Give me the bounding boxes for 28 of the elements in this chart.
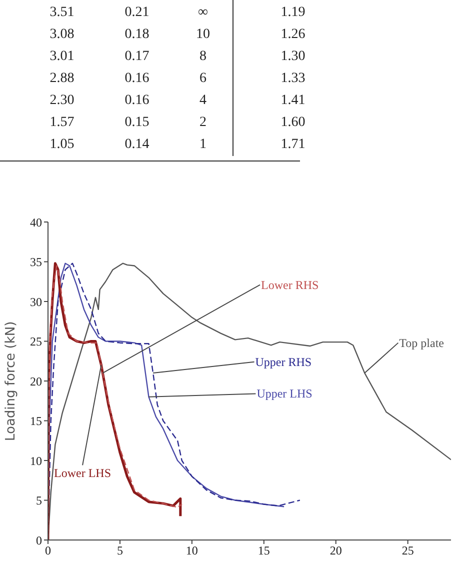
text: 3.08 0.18 10 1.26 xyxy=(50,27,306,42)
text: Top plate xyxy=(399,336,444,350)
text: 1.05 0.14 1 1.71 xyxy=(50,137,306,152)
x-tick-label: 5 xyxy=(116,544,123,558)
y-tick-label: 20 xyxy=(30,374,42,388)
y-tick-label: 10 xyxy=(30,454,42,468)
series-label: Lower LHS xyxy=(54,466,112,480)
x-tick-label: 15 xyxy=(258,544,270,558)
text: Lower RHS xyxy=(261,278,319,292)
text: 1.57 0.15 2 1.60 xyxy=(50,115,306,130)
x-tick-label: 10 xyxy=(186,544,198,558)
x-tick-label: 25 xyxy=(402,544,414,558)
y-tick-label: 35 xyxy=(30,255,42,270)
text: 2.30 0.16 4 1.41 xyxy=(50,93,306,108)
y-tick-label: 15 xyxy=(30,414,42,428)
text: 3.01 0.17 8 1.30 xyxy=(50,49,306,64)
text: 2.88 0.16 6 1.33 xyxy=(50,71,306,86)
y-tick-label: 0 xyxy=(36,533,42,548)
text: 3.51 0.21 ∞ 1.19 xyxy=(50,5,306,20)
x-tick-label: 0 xyxy=(45,544,51,558)
y-tick-label: 25 xyxy=(30,334,42,349)
y-tick-label: 30 xyxy=(30,294,42,309)
y-tick-label: 5 xyxy=(36,494,42,508)
y-axis-title: Loading force (kN) xyxy=(4,321,19,441)
text: Upper LHS xyxy=(256,386,312,401)
x-tick-label: 20 xyxy=(330,544,342,558)
text: Upper RHS xyxy=(255,354,312,369)
y-tick-label: 40 xyxy=(30,215,42,230)
